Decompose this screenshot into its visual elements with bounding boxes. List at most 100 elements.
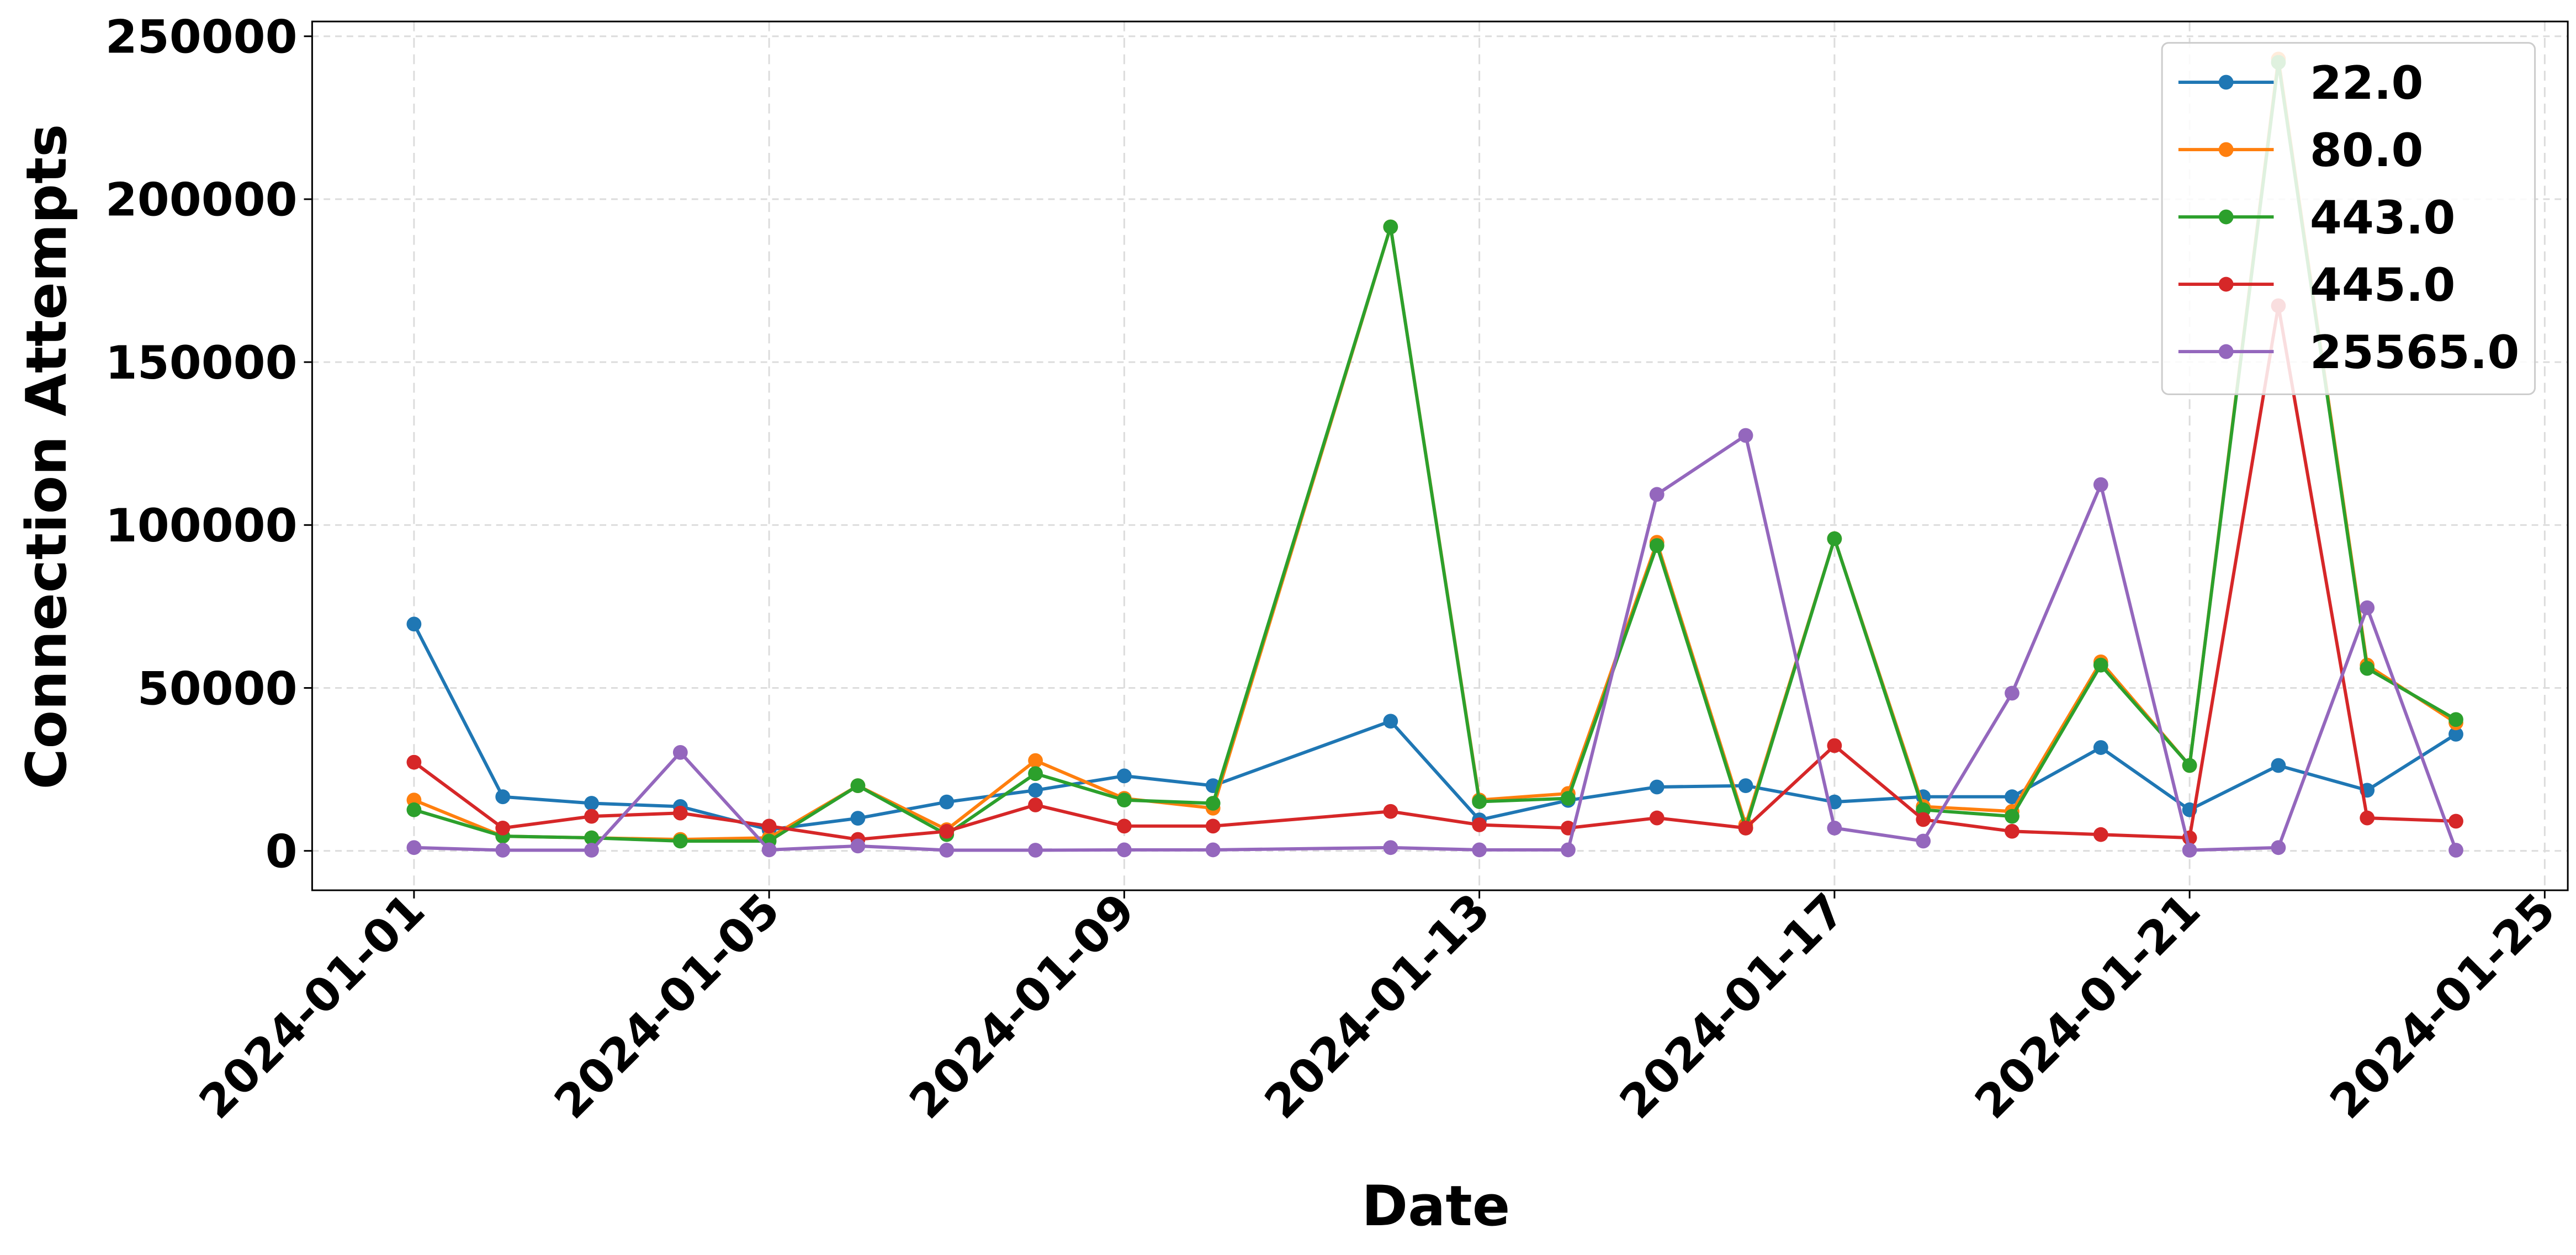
data-point	[495, 843, 511, 858]
data-point	[1383, 219, 1398, 235]
data-point	[406, 802, 422, 817]
series-line	[414, 62, 2457, 843]
data-point	[1561, 842, 1576, 858]
data-point	[2360, 600, 2375, 615]
data-point	[850, 838, 866, 854]
data-point	[495, 820, 511, 836]
series-line	[412, 623, 2457, 832]
data-point	[1827, 820, 1842, 836]
legend-marker	[2218, 142, 2234, 157]
y-axis-label: Connection Attempts	[14, 124, 79, 789]
data-point	[1116, 768, 1132, 784]
x-axis: 2024-01-01 2024-01-05 2024-01-09 2024-01-13…	[189, 883, 2566, 1129]
data-point	[2005, 809, 2020, 824]
data-point	[1028, 753, 1043, 768]
data-point	[761, 842, 777, 858]
data-point	[1916, 812, 1931, 827]
data-point	[1383, 804, 1398, 819]
data-point	[584, 830, 599, 845]
data-point	[1472, 817, 1487, 832]
data-point	[939, 794, 955, 810]
legend-marker	[2218, 75, 2234, 90]
legend-label: 443.0	[2310, 191, 2456, 244]
data-point	[2448, 843, 2463, 858]
data-point	[2448, 813, 2463, 829]
data-point	[2093, 657, 2108, 673]
legend-label: 80.0	[2310, 124, 2424, 177]
data-point	[1827, 531, 1842, 546]
x-tick-label: 2024-01-05	[544, 883, 790, 1129]
data-point	[1028, 766, 1043, 781]
y-axis: 0 50000 100000 150000 200000 250000	[105, 10, 312, 878]
y-tick-label: 50000	[137, 662, 298, 715]
data-point	[1205, 818, 1221, 834]
data-point	[2005, 789, 2020, 805]
x-tick-label: 2024-01-25	[2320, 883, 2566, 1129]
data-point	[1472, 842, 1487, 858]
data-point	[2093, 827, 2108, 842]
data-point	[850, 778, 866, 794]
data-point	[584, 796, 599, 811]
data-point	[761, 818, 777, 834]
legend-marker	[2218, 276, 2234, 292]
data-point	[850, 811, 866, 826]
series-443.0	[406, 55, 2463, 849]
data-point	[939, 823, 955, 839]
x-tick-label: 2024-01-13	[1254, 883, 1500, 1129]
data-point	[1649, 810, 1665, 826]
x-axis-label: Date	[1361, 1173, 1510, 1238]
data-point	[406, 616, 422, 632]
data-point	[2093, 477, 2108, 492]
legend: 22.0 80.0 443.0 445.0 25565.0	[2161, 42, 2536, 395]
series-line	[414, 433, 2458, 852]
x-tick-label: 2024-01-21	[1965, 883, 2211, 1129]
series-line	[413, 305, 2456, 842]
y-tick-label: 250000	[105, 10, 298, 63]
data-point	[1561, 791, 1576, 806]
data-point	[2360, 661, 2375, 676]
data-point	[584, 843, 599, 858]
data-point	[495, 789, 511, 805]
data-point	[2271, 758, 2286, 773]
legend-label: 25565.0	[2310, 326, 2519, 379]
data-point	[1649, 779, 1665, 795]
data-point	[2448, 726, 2463, 742]
series-lines	[406, 51, 2463, 858]
data-point	[2271, 840, 2286, 855]
data-point	[672, 805, 688, 821]
data-point	[1116, 818, 1132, 834]
data-point	[1472, 794, 1487, 809]
data-point	[1116, 842, 1132, 858]
data-point	[2360, 810, 2375, 826]
data-point	[1738, 428, 1753, 443]
legend-box	[2161, 42, 2536, 395]
data-point	[1205, 842, 1221, 858]
data-point	[406, 840, 422, 855]
x-tick-label: 2024-01-17	[1609, 883, 1855, 1129]
data-point	[1383, 714, 1398, 729]
y-tick-label: 0	[266, 825, 298, 878]
data-point	[1738, 778, 1753, 794]
data-point	[1916, 833, 1931, 849]
x-tick-label: 2024-01-09	[899, 883, 1145, 1129]
data-point	[1116, 793, 1132, 807]
data-point	[2093, 740, 2108, 755]
data-point	[1205, 796, 1221, 811]
legend-label: 22.0	[2310, 56, 2424, 110]
legend-marker	[2218, 209, 2234, 225]
plot-frame	[311, 20, 2569, 891]
data-point	[584, 809, 599, 824]
legend-marker	[2218, 344, 2234, 359]
y-tick-label: 150000	[105, 336, 298, 390]
data-point	[2005, 685, 2020, 701]
data-point	[406, 754, 422, 770]
y-tick-label: 200000	[105, 173, 298, 227]
data-point	[1028, 843, 1043, 858]
x-tick-label: 2024-01-01	[189, 883, 434, 1129]
data-point	[1383, 840, 1398, 855]
series-445.0	[406, 298, 2463, 847]
y-tick-label: 100000	[105, 499, 298, 552]
data-point	[1028, 797, 1043, 812]
data-point	[2182, 843, 2197, 858]
